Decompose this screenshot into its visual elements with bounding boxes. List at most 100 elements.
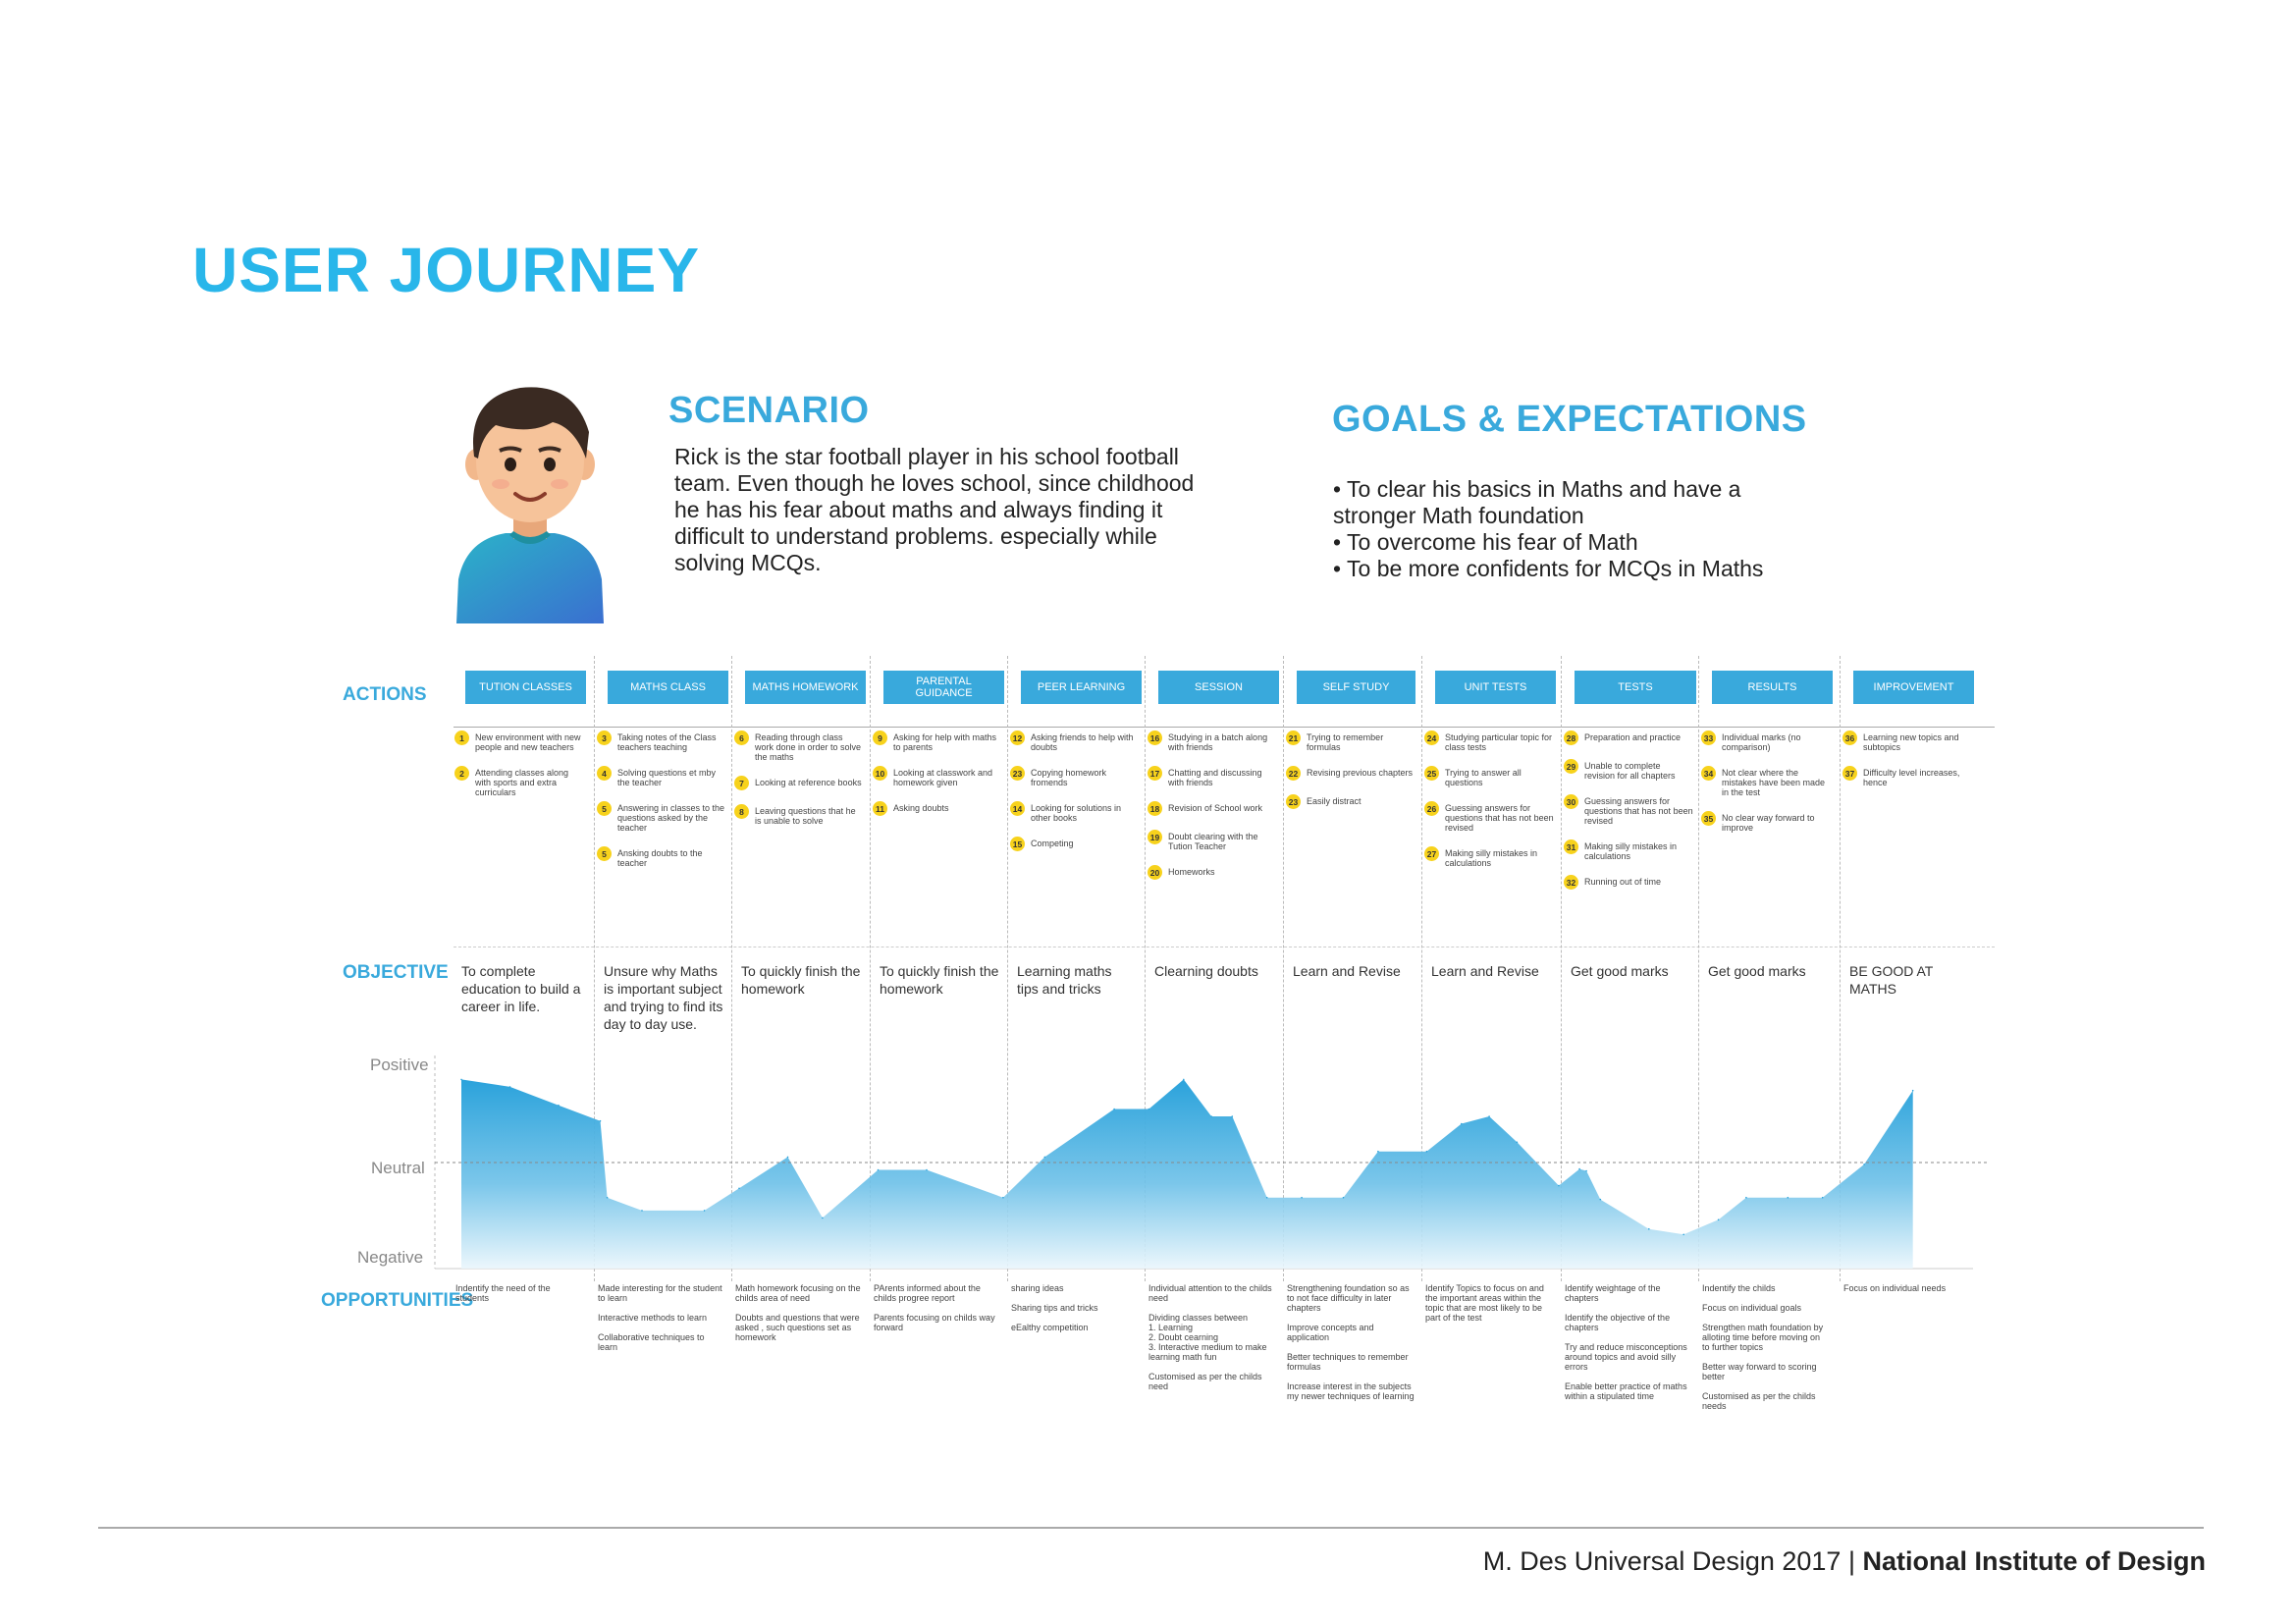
opportunity-list: Identify weightage of the chapters Identi… [1565, 1283, 1692, 1411]
action-item: 5 Answering in classes to the questions a… [597, 801, 726, 833]
objective-text: To complete education to build a career … [461, 963, 581, 1014]
emotion-point [738, 1187, 740, 1190]
emotion-point [508, 1086, 511, 1088]
action-item: 36 Learning new topics and subtopics [1842, 731, 1972, 752]
opportunity-item: Individual attention to the childs need [1148, 1283, 1272, 1303]
opportunity-list: Indentify the need of the students [455, 1283, 583, 1313]
emotion-point [1682, 1233, 1684, 1236]
footer-rule [98, 1527, 2204, 1529]
emotion-point [558, 1104, 560, 1107]
action-text: Guessing answers for questions that has … [1584, 796, 1693, 826]
footer: M. Des Universal Design 2017 | National … [1483, 1546, 2206, 1577]
scenario-text: Rick is the star football player in his … [674, 444, 1195, 575]
action-text: Revision of School work [1168, 803, 1263, 813]
actions-label: ACTIONS [343, 684, 427, 705]
emotion-point [1717, 1218, 1720, 1221]
opportunity-item: Parents focusing on childs way forward [874, 1313, 995, 1332]
action-text: Looking for solutions in other books [1031, 803, 1122, 823]
emotion-area [461, 1079, 1913, 1269]
action-item: 18 Revision of School work [1148, 801, 1277, 816]
opportunity-item: Math homework focusing on the childs are… [735, 1283, 861, 1303]
opportunity-item: eEalthy competition [1011, 1323, 1089, 1332]
action-text: Asking doubts [893, 803, 949, 813]
step-number-badge: 37 [1842, 766, 1857, 781]
goal-item: To overcome his fear of Math [1333, 529, 1804, 556]
column-divider [1421, 656, 1422, 1281]
step-number-badge: 2 [454, 766, 469, 781]
action-item: 26 Guessing answers for questions that ha… [1424, 801, 1554, 833]
step-number-badge: 8 [734, 804, 749, 819]
action-item: 15 Competing [1010, 837, 1140, 851]
step-number-badge: 36 [1842, 731, 1857, 745]
emotion-point [1911, 1089, 1914, 1092]
emotion-point [641, 1210, 643, 1212]
column-divider [731, 656, 732, 1281]
action-item: 24 Studying particular topic for class te… [1424, 731, 1554, 752]
action-item: 6 Reading through class work done in orde… [734, 731, 864, 762]
goal-item: To clear his basics in Maths and have a … [1333, 476, 1804, 529]
step-number-badge: 16 [1148, 731, 1162, 745]
action-item: 21 Trying to remember formulas [1286, 731, 1415, 752]
opportunity-list: Individual attention to the childs need D… [1148, 1283, 1276, 1401]
objective-text: Clearning doubts [1154, 963, 1258, 979]
emotion-point [1148, 1108, 1150, 1110]
column-header: TUTION CLASSES [465, 671, 586, 704]
action-item: 35 No clear way forward to improve [1701, 811, 1831, 833]
step-number-badge: 3 [597, 731, 612, 745]
step-number-badge: 21 [1286, 731, 1301, 745]
action-item: 37 Difficulty level increases, hence [1842, 766, 1972, 787]
emotion-point [1265, 1196, 1268, 1199]
opportunity-item: Enable better practice of maths within a… [1565, 1381, 1687, 1401]
action-text: Revising previous chapters [1307, 768, 1414, 778]
emotion-point [1821, 1196, 1824, 1199]
step-number-badge: 5 [597, 846, 612, 861]
action-text: Doubt clearing with the Tution Teacher [1168, 832, 1258, 851]
positive-label: Positive [370, 1056, 429, 1074]
action-item: 17 Chatting and discussing with friends [1148, 766, 1277, 787]
step-number-badge: 18 [1148, 801, 1162, 816]
action-item: 16 Studying in a batch along with friends [1148, 731, 1277, 752]
column-divider [870, 656, 871, 1281]
action-text: Learning new topics and subtopics [1863, 732, 1959, 752]
opportunity-item: Indentify the need of the students [455, 1283, 551, 1303]
step-number-badge: 35 [1701, 811, 1716, 826]
step-number-badge: 28 [1564, 731, 1578, 745]
action-text: Trying to answer all questions [1445, 768, 1522, 787]
action-item: 27 Making silly mistakes in calculations [1424, 846, 1554, 868]
action-item: 25 Trying to answer all questions [1424, 766, 1554, 787]
action-text: Not clear where the mistakes have been m… [1722, 768, 1826, 797]
emotion-point [1745, 1196, 1747, 1199]
step-number-badge: 32 [1564, 875, 1578, 890]
emotion-point [1043, 1156, 1046, 1159]
opportunity-item: Interactive methods to learn [598, 1313, 708, 1323]
emotion-point [1863, 1164, 1865, 1165]
action-item: 5 Ansking doubts to the teacher [597, 846, 726, 868]
column-divider [594, 656, 595, 1281]
action-text: Individual marks (no comparison) [1722, 732, 1801, 752]
opportunity-item: Increase interest in the subjects my new… [1287, 1381, 1415, 1401]
action-list: 1 New environment with new people and new… [454, 731, 584, 813]
column-header: TESTS [1575, 671, 1696, 704]
action-text: Unable to complete revision for all chap… [1584, 761, 1676, 781]
action-list: 6 Reading through class work done in orde… [734, 731, 864, 841]
emotion-point [1461, 1122, 1463, 1125]
action-text: Homeworks [1168, 867, 1215, 877]
action-text: Trying to remember formulas [1307, 732, 1384, 752]
column-header: SELF STUDY [1297, 671, 1415, 704]
column-header: UNIT TESTS [1435, 671, 1556, 704]
objective-text: BE GOOD AT MATHS [1849, 963, 1934, 997]
action-item: 31 Making silly mistakes in calculations [1564, 839, 1693, 861]
action-item: 29 Unable to complete revision for all ch… [1564, 759, 1693, 781]
step-number-badge: 15 [1010, 837, 1025, 851]
opportunity-item: Better techniques to remember formulas [1287, 1352, 1409, 1372]
step-number-badge: 34 [1701, 766, 1716, 781]
action-list: 21 Trying to remember formulas 22 Revising … [1286, 731, 1415, 825]
opportunity-item: sharing ideas [1011, 1283, 1064, 1293]
action-text: New environment with new people and new … [475, 732, 581, 752]
action-item: 2 Attending classes along with sports and… [454, 766, 584, 797]
step-number-badge: 33 [1701, 731, 1716, 745]
emotion-point [599, 1119, 602, 1122]
opportunity-item: Identify the objective of the chapters [1565, 1313, 1671, 1332]
action-item: 11 Asking doubts [873, 801, 1002, 816]
action-item: 9 Asking for help with maths to parents [873, 731, 1002, 752]
